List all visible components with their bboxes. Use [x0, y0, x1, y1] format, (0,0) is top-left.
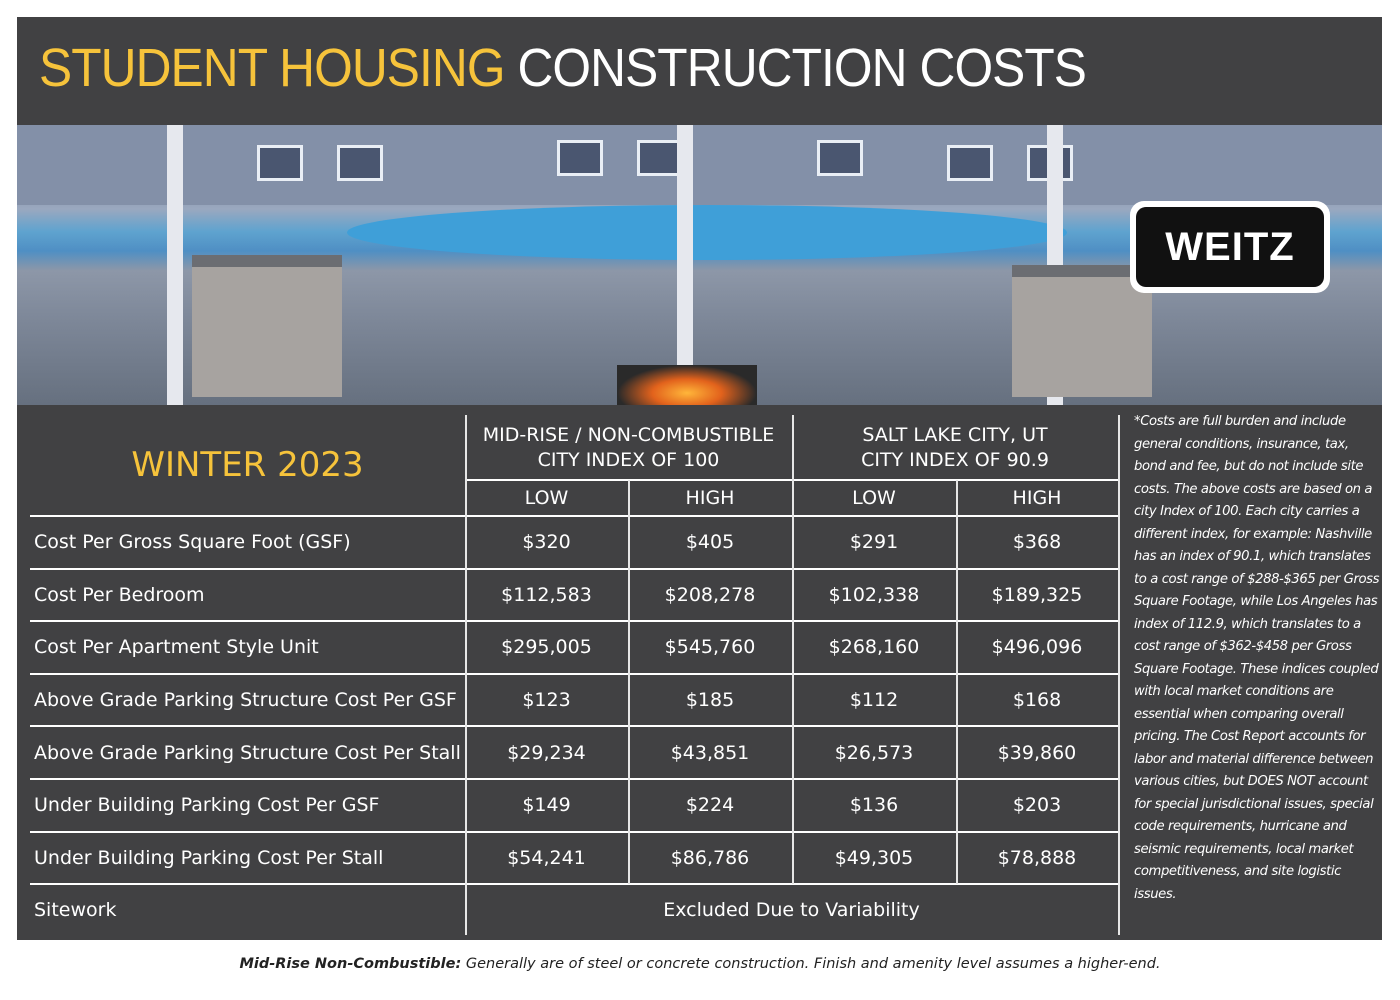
title-highlight: STUDENT HOUSING: [39, 38, 505, 98]
divider: [30, 672, 1118, 675]
row-label: Under Building Parking Cost Per Stall: [34, 846, 384, 869]
row-value: $545,760: [664, 636, 756, 659]
window: [817, 140, 863, 176]
divider: [30, 620, 1118, 623]
row-value: $43,851: [670, 741, 750, 764]
row-value: $224: [685, 794, 735, 817]
row-value: $78,888: [997, 846, 1077, 869]
window: [557, 140, 603, 176]
row-value: $39,860: [997, 741, 1077, 764]
title-rest: CONSTRUCTION COSTS: [517, 38, 1087, 98]
pool-photo: WEITZ: [17, 125, 1382, 405]
divider: [792, 415, 794, 885]
footer-text: Generally are of steel or concrete const…: [461, 956, 1161, 972]
row-value: $320: [522, 531, 571, 554]
grill-station: [192, 255, 342, 397]
row-value: $185: [685, 689, 735, 712]
row-label: Above Grade Parking Structure Cost Per S…: [34, 741, 461, 764]
logo-text: WEITZ: [1136, 207, 1324, 287]
group-line1: SALT LAKE CITY, UT: [862, 423, 1048, 446]
pillar: [167, 125, 183, 405]
row-label: Cost Per Bedroom: [34, 583, 205, 606]
page-title: STUDENT HOUSING CONSTRUCTION COSTS: [39, 37, 1087, 99]
sitework-label: Sitework: [34, 899, 117, 922]
building: [17, 125, 1382, 205]
cost-footnote: *Costs are full burden and include gener…: [1134, 414, 1380, 902]
column-group-header: SALT LAKE CITY, UT CITY INDEX OF 90.9: [792, 415, 1118, 480]
group-line1: MID-RISE / NON-COMBUSTIBLE: [482, 423, 775, 446]
divider: [30, 515, 1118, 517]
row-value: $149: [522, 794, 571, 817]
infographic-panel: STUDENT HOUSING CONSTRUCTION COSTS WEITZ…: [17, 17, 1382, 940]
subheader-high: HIGH: [1012, 487, 1062, 509]
row-label: Under Building Parking Cost Per GSF: [34, 794, 380, 817]
row-value: $112,583: [501, 583, 592, 606]
subheader-high: HIGH: [685, 487, 735, 509]
row-value: $112: [849, 689, 899, 712]
subheader-low: LOW: [852, 487, 896, 509]
window: [637, 140, 683, 176]
column-group-header: MID-RISE / NON-COMBUSTIBLE CITY INDEX OF …: [465, 415, 792, 480]
fire-pit: [617, 365, 757, 405]
grill-station: [1012, 265, 1152, 397]
divider: [956, 480, 958, 885]
row-value: $405: [685, 531, 735, 554]
row-value: $368: [1012, 531, 1062, 554]
row-value: $203: [1012, 794, 1062, 817]
divider: [30, 778, 1118, 780]
group-line2: CITY INDEX OF 90.9: [861, 448, 1049, 471]
group-line2: CITY INDEX OF 100: [537, 448, 720, 471]
row-value: $208,278: [664, 583, 756, 606]
row-value: $26,573: [834, 741, 914, 764]
row-value: $189,325: [991, 583, 1083, 606]
divider: [1118, 415, 1120, 935]
row-value: $29,234: [507, 741, 586, 764]
row-value: $49,305: [834, 846, 914, 869]
row-value: $291: [849, 531, 899, 554]
divider: [30, 883, 1118, 886]
row-value: $102,338: [828, 583, 920, 606]
divider: [628, 480, 630, 885]
window: [257, 145, 303, 181]
row-label: Cost Per Apartment Style Unit: [34, 636, 319, 659]
footer-term: Mid-Rise Non-Combustible:: [239, 956, 462, 972]
footer-definition: Mid-Rise Non-Combustible: Generally are …: [0, 956, 1400, 972]
row-value: $295,005: [501, 636, 592, 659]
row-value: $496,096: [991, 636, 1083, 659]
pillar: [677, 125, 693, 405]
pool: [347, 205, 1067, 260]
divider: [465, 415, 467, 935]
divider: [30, 567, 1118, 570]
subheader-low: LOW: [524, 487, 569, 509]
sitework-value: Excluded Due to Variability: [663, 899, 920, 922]
window: [947, 145, 993, 181]
weitz-logo: WEITZ: [1130, 201, 1330, 293]
row-value: $168: [1012, 689, 1062, 712]
window: [337, 145, 383, 181]
divider: [465, 479, 1118, 481]
row-label: Above Grade Parking Structure Cost Per G…: [34, 689, 457, 712]
row-value: $136: [849, 794, 899, 817]
season-label: WINTER 2023: [131, 445, 364, 485]
divider: [30, 830, 1118, 833]
divider: [30, 725, 1118, 728]
row-value: $268,160: [828, 636, 920, 659]
row-value: $54,241: [507, 846, 586, 869]
row-value: $123: [522, 689, 571, 712]
row-value: $86,786: [670, 846, 750, 869]
row-label: Cost Per Gross Square Foot (GSF): [34, 531, 351, 554]
